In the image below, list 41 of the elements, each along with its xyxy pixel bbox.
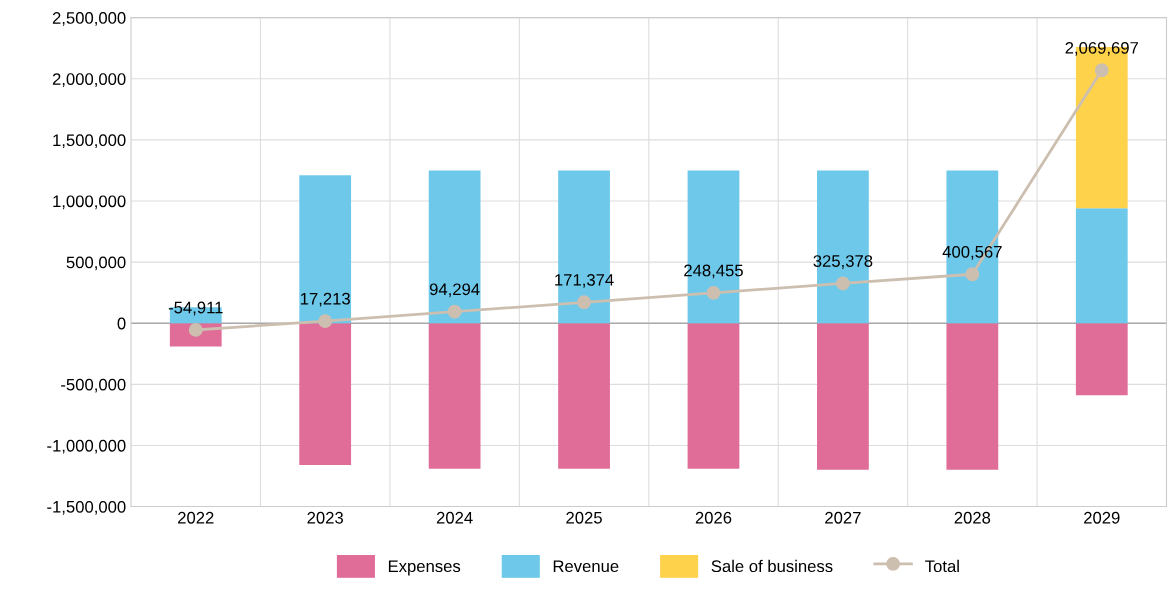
data-label: 94,294: [429, 283, 480, 298]
x-tick-label: 2023: [307, 511, 343, 524]
legend-label: Sale of business: [711, 559, 833, 573]
point: [706, 285, 721, 300]
y-tick-label: 0: [117, 317, 126, 330]
point: [1094, 63, 1109, 78]
bar: [1075, 208, 1128, 324]
legend-label: Revenue: [553, 560, 619, 573]
x-tick-label: 2022: [178, 511, 214, 524]
y-tick-label: 1,500,000: [53, 134, 126, 149]
x-tick-label: 2027: [825, 511, 861, 524]
bar: [1075, 323, 1128, 396]
bar: [946, 323, 999, 470]
y-tick-label: -1,000,000: [47, 439, 126, 454]
y-tick-label: 500,000: [66, 256, 126, 271]
point: [835, 276, 850, 291]
bar: [687, 323, 740, 469]
x-tick-label: 2026: [695, 511, 732, 524]
data-label: 17,213: [300, 292, 350, 307]
legend-label: Expenses: [388, 560, 461, 576]
y-tick-label: 1,000,000: [53, 195, 126, 210]
point: [965, 267, 980, 282]
y-tick-label: 2,500,000: [52, 12, 126, 26]
y-tick-label: -1,500,000: [47, 500, 126, 515]
point: [318, 314, 333, 329]
bar: [299, 175, 352, 324]
y-tick-label: -500,000: [61, 378, 126, 393]
bar: [558, 323, 610, 469]
point: [447, 304, 462, 319]
x-tick-label: 2025: [566, 511, 602, 524]
point: [577, 295, 591, 310]
y-tick-label: 2,000,000: [52, 73, 126, 87]
x-tick-label: 2028: [954, 511, 991, 524]
legend-label: Total: [925, 559, 959, 573]
bar: [817, 323, 869, 470]
bar: [428, 170, 481, 324]
data-label: 325,378: [813, 255, 873, 269]
x-tick-label: 2024: [436, 511, 473, 524]
bar: [299, 323, 352, 465]
bar: [428, 323, 481, 469]
x-tick-label: 2029: [1084, 511, 1120, 524]
